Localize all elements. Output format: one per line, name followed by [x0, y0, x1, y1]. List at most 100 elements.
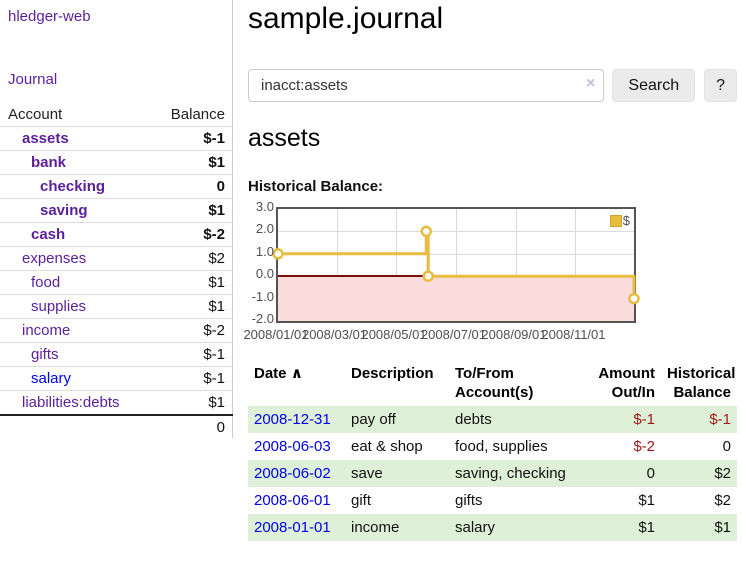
legend-label: $: [622, 213, 630, 228]
register-table: Date ∧ Description To/From Account(s) Am…: [248, 360, 737, 541]
transaction-accounts: food, supplies: [455, 438, 548, 455]
account-link[interactable]: supplies: [31, 298, 87, 315]
account-row: expenses $2: [0, 247, 233, 271]
transaction-row: 2008-06-01 gift gifts $1 $2: [248, 487, 737, 514]
accounts-table-header: Account Balance: [0, 103, 233, 127]
chart-title: Historical Balance:: [248, 178, 384, 195]
y-axis-tick-label: -1.0: [251, 288, 274, 304]
account-link[interactable]: gifts: [31, 346, 59, 363]
account-row: supplies $1: [0, 295, 233, 319]
transaction-description: save: [351, 465, 383, 482]
data-point-marker: [422, 270, 434, 282]
account-row: liabilities:debts $1: [0, 391, 233, 416]
account-link[interactable]: liabilities:debts: [22, 394, 120, 411]
account-balance: $1: [208, 394, 225, 411]
account-row: cash $-2: [0, 223, 233, 247]
sort-ascending-icon: ∧: [290, 365, 303, 382]
account-balance: $-1: [203, 370, 225, 387]
y-axis-tick-label: -2.0: [251, 311, 274, 326]
account-link[interactable]: checking: [40, 178, 106, 195]
x-axis-tick-label: 2008/07/01: [420, 327, 487, 342]
account-link[interactable]: expenses: [22, 250, 87, 267]
column-header-amount: Amount Out/In: [598, 365, 655, 401]
account-balance: $-2: [203, 322, 225, 339]
register-table-body: 2008-12-31 pay off debts $-1 $-1 2008-06…: [248, 406, 737, 541]
sidebar-item-journal[interactable]: Journal: [8, 71, 58, 88]
account-balance: $1: [208, 298, 225, 315]
transaction-date-link[interactable]: 2008-12-31: [254, 411, 331, 428]
transaction-balance: $-1: [709, 411, 731, 428]
transaction-amount: $-2: [633, 438, 655, 455]
main-content: sample.journal × Search ? assets Histori…: [243, 0, 737, 582]
transaction-amount: $-1: [633, 411, 655, 428]
account-link[interactable]: assets: [22, 130, 69, 147]
transaction-date-link[interactable]: 2008-06-03: [254, 438, 331, 455]
account-heading: assets: [248, 124, 321, 152]
legend-swatch-icon: [609, 214, 622, 227]
account-row: assets $-1: [0, 127, 233, 151]
account-link[interactable]: food: [31, 274, 61, 291]
column-header-balance: Historical Balance: [667, 365, 736, 401]
account-balance: $-1: [203, 346, 225, 363]
transaction-description: eat & shop: [351, 438, 423, 455]
account-row: food $1: [0, 271, 233, 295]
transaction-accounts: salary: [455, 519, 496, 536]
x-axis-tick-label: 2008/05/01: [361, 327, 427, 342]
chart-plot[interactable]: $: [272, 207, 640, 323]
data-point-marker: [628, 292, 640, 305]
account-row: income $-2: [0, 319, 233, 343]
accounts-table-body: assets $-1 bank $1 checking 0 saving $1 …: [0, 127, 233, 416]
search-input[interactable]: [248, 69, 605, 102]
account-link[interactable]: bank: [31, 154, 67, 171]
account-row: saving $1: [0, 199, 233, 223]
account-link[interactable]: salary: [31, 370, 72, 387]
column-header-accounts: To/From Account(s): [455, 365, 534, 401]
account-balance: $1: [208, 274, 225, 291]
register-header-row: Date ∧ Description To/From Account(s) Am…: [248, 360, 737, 406]
clear-search-icon[interactable]: ×: [586, 75, 596, 92]
account-column-header: Account: [8, 106, 63, 123]
y-axis-tick-label: 3.0: [255, 199, 274, 214]
transaction-date-link[interactable]: 2008-01-01: [254, 519, 331, 536]
balance-column-header: Balance: [170, 106, 225, 123]
account-row: checking 0: [0, 175, 233, 199]
transaction-description: gift: [351, 492, 372, 509]
account-balance: $2: [208, 250, 225, 267]
column-header-date[interactable]: Date ∧: [254, 365, 303, 382]
brand-link[interactable]: hledger-web: [8, 8, 91, 25]
accounts-table: Account Balance assets $-1 bank $1 check…: [0, 103, 233, 439]
transaction-date-link[interactable]: 2008-06-02: [254, 465, 331, 482]
transaction-balance: $2: [714, 492, 731, 509]
transaction-row: 2008-06-03 eat & shop food, supplies $-2…: [248, 433, 737, 460]
account-link[interactable]: income: [22, 322, 71, 339]
transaction-description: pay off: [351, 411, 396, 428]
accounts-total-balance: 0: [216, 419, 225, 436]
transaction-accounts: debts: [455, 411, 492, 428]
help-button[interactable]: ?: [704, 69, 737, 102]
account-balance: $1: [208, 202, 225, 219]
sidebar: hledger-web Journal Account Balance asse…: [0, 0, 233, 438]
accounts-total-row: 0: [0, 416, 233, 439]
account-row: salary $-1: [0, 367, 233, 391]
account-balance: $1: [208, 154, 225, 171]
page-title: sample.journal: [248, 2, 444, 35]
x-axis-tick-label: 2008/09/01: [481, 327, 547, 342]
search-form: × Search ?: [248, 69, 737, 102]
search-box: ×: [248, 69, 605, 102]
transaction-balance: $1: [714, 519, 731, 536]
chart-legend: $: [607, 212, 632, 229]
transaction-date-link[interactable]: 2008-06-01: [254, 492, 331, 509]
balance-chart: $ 3.0 2.0 1.0 0.0 -1.0 -2.0 2008/01/01 2008/03/…: [243, 199, 737, 355]
search-button[interactable]: Search: [612, 69, 696, 102]
transaction-row: 2008-01-01 income salary $1 $1: [248, 514, 737, 541]
account-link[interactable]: saving: [40, 202, 88, 219]
transaction-description: income: [351, 519, 400, 536]
transaction-accounts: gifts: [455, 492, 483, 509]
y-axis-tick-label: 1.0: [255, 243, 274, 259]
negative-region: [278, 276, 634, 321]
data-point-marker: [272, 248, 284, 260]
account-row: bank $1: [0, 151, 233, 175]
data-point-marker: [420, 225, 433, 238]
transaction-row: 2008-12-31 pay off debts $-1 $-1: [248, 406, 737, 433]
account-link[interactable]: cash: [31, 226, 66, 243]
